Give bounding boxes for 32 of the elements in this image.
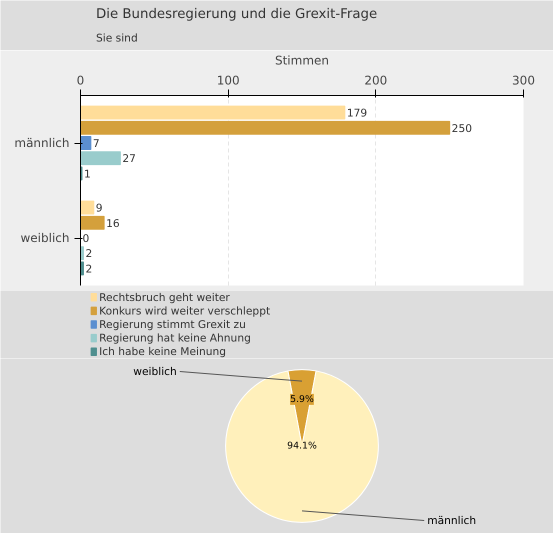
data-label: 5.9% [290,394,314,405]
data-label: 94.1% [287,440,317,452]
data-label: 16 [106,216,120,230]
legend-label: Konkurs wird weiter verschleppt [99,304,270,318]
bar [80,136,92,150]
x-axis-title: Stimmen [274,54,330,68]
bar [80,106,346,120]
data-label: 1 [84,167,91,180]
slice-label: männlich [427,514,476,528]
x-tick-label: 300 [512,74,535,88]
legend-label: Ich habe keine Meinung [99,345,226,358]
x-tick-label: 100 [216,74,240,88]
x-tick-label: 200 [364,74,388,88]
legend-label: Regierung hat keine Ahnung [99,332,251,345]
data-label: 9 [96,202,103,215]
legend-label: Regierung stimmt Grexit zu [99,318,246,331]
bar [80,200,94,215]
data-label: 2 [85,262,92,276]
legend-label: Rechtsbruch geht weiter [99,290,230,304]
bar [80,216,105,230]
data-label: 179 [346,106,368,120]
bar [80,151,121,166]
data-label: 27 [122,152,136,166]
data-label: 7 [92,137,100,150]
slice-label: weiblich [133,364,177,378]
bar [80,120,450,135]
chart-title: Die Bundesregierung und die Grexit-Frage [96,7,378,22]
data-label: 250 [452,122,472,135]
data-label: 0 [82,232,90,245]
chart-subtitle: Sie sind [96,32,138,44]
data-label: 2 [85,247,92,260]
x-tick-label: 0 [76,74,84,88]
